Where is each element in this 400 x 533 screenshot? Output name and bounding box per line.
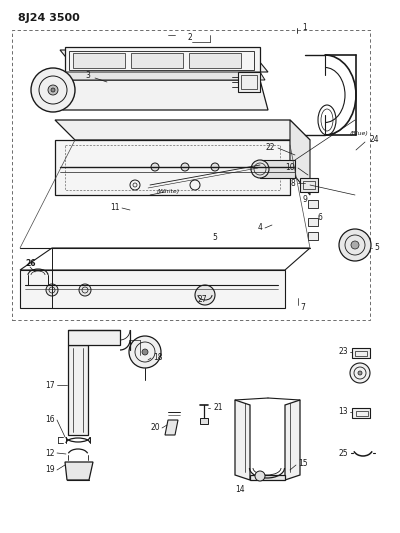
- Polygon shape: [68, 345, 88, 435]
- Text: 15: 15: [298, 458, 308, 467]
- Text: 4: 4: [257, 223, 262, 232]
- Circle shape: [31, 68, 75, 112]
- Polygon shape: [65, 462, 93, 480]
- Text: 23: 23: [338, 348, 348, 357]
- Bar: [65, 47, 260, 74]
- Circle shape: [351, 241, 359, 249]
- Text: 3: 3: [85, 70, 90, 79]
- Circle shape: [142, 349, 148, 355]
- Text: 5: 5: [374, 244, 379, 253]
- Circle shape: [181, 163, 189, 171]
- Bar: [300, 178, 318, 192]
- Text: 17: 17: [45, 381, 55, 390]
- Text: 2: 2: [187, 34, 192, 43]
- Polygon shape: [260, 160, 295, 178]
- Bar: [356, 411, 368, 416]
- Circle shape: [339, 229, 371, 261]
- Polygon shape: [68, 330, 120, 345]
- Text: 26: 26: [25, 260, 36, 269]
- Text: 10: 10: [285, 164, 295, 173]
- Polygon shape: [55, 72, 265, 80]
- Bar: [308, 232, 318, 240]
- Text: 8J24 3500: 8J24 3500: [18, 13, 80, 23]
- Bar: [73, 53, 125, 68]
- Circle shape: [195, 285, 215, 305]
- Text: 24: 24: [370, 135, 380, 144]
- Polygon shape: [55, 72, 63, 110]
- Circle shape: [48, 85, 58, 95]
- Polygon shape: [55, 140, 290, 195]
- Bar: [352, 348, 370, 358]
- Text: 9: 9: [302, 196, 307, 205]
- Bar: [12, 30, 370, 320]
- Ellipse shape: [251, 160, 269, 178]
- Text: 6: 6: [317, 214, 322, 222]
- Text: 27: 27: [197, 295, 207, 304]
- Text: 1: 1: [302, 22, 307, 31]
- Polygon shape: [132, 53, 183, 70]
- Text: 13: 13: [338, 408, 348, 416]
- Polygon shape: [290, 120, 310, 195]
- Polygon shape: [20, 270, 285, 308]
- Text: 16: 16: [45, 416, 55, 424]
- Circle shape: [211, 163, 219, 171]
- Text: 21: 21: [213, 402, 222, 411]
- Text: (Blue): (Blue): [350, 131, 369, 135]
- Circle shape: [151, 163, 159, 171]
- Circle shape: [358, 371, 362, 375]
- Polygon shape: [285, 400, 300, 480]
- Circle shape: [255, 471, 265, 481]
- Text: 19: 19: [45, 465, 55, 474]
- Circle shape: [129, 336, 161, 368]
- Text: 22: 22: [266, 143, 275, 152]
- Circle shape: [46, 284, 58, 296]
- Text: 7: 7: [300, 303, 305, 312]
- Bar: [189, 53, 241, 68]
- Polygon shape: [77, 53, 128, 70]
- Polygon shape: [250, 475, 285, 480]
- Bar: [200, 418, 208, 424]
- Circle shape: [350, 363, 370, 383]
- Polygon shape: [187, 53, 238, 70]
- Text: (White): (White): [156, 190, 180, 195]
- Polygon shape: [60, 50, 268, 72]
- Bar: [308, 200, 318, 208]
- Text: 11: 11: [110, 204, 120, 213]
- Polygon shape: [55, 120, 310, 140]
- Text: 18: 18: [153, 352, 162, 361]
- Bar: [303, 181, 315, 189]
- Polygon shape: [165, 420, 178, 435]
- Text: 20: 20: [150, 424, 160, 432]
- Text: 8: 8: [290, 179, 295, 188]
- Polygon shape: [55, 80, 268, 110]
- Text: 25: 25: [338, 448, 348, 457]
- Bar: [352, 408, 370, 418]
- Polygon shape: [235, 400, 250, 480]
- Bar: [308, 218, 318, 226]
- Bar: [355, 351, 367, 356]
- Bar: [131, 53, 183, 68]
- Circle shape: [79, 284, 91, 296]
- Text: 12: 12: [46, 448, 55, 457]
- Bar: [69, 51, 254, 70]
- Text: 5: 5: [212, 233, 218, 243]
- Circle shape: [51, 88, 55, 92]
- Text: 14: 14: [235, 486, 245, 495]
- Bar: [238, 72, 260, 92]
- Bar: [241, 75, 257, 89]
